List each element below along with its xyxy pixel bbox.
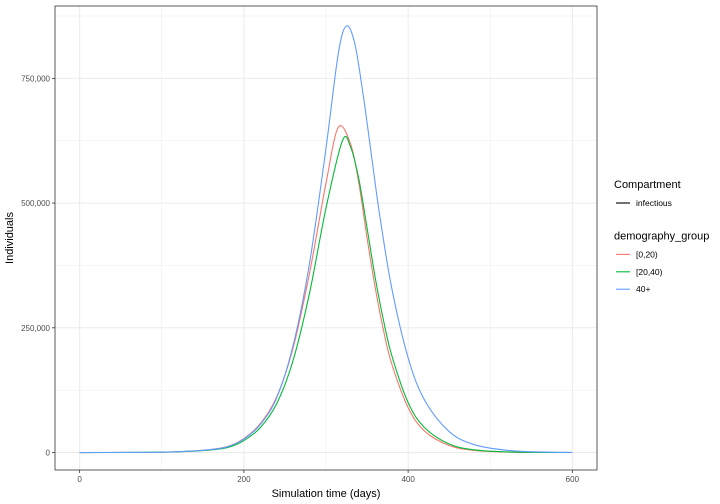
legend-title: demography_group xyxy=(614,230,709,242)
legend-label: [20,40) xyxy=(636,267,663,277)
x-tick-label: 600 xyxy=(566,475,580,484)
series-line xyxy=(79,135,573,454)
legend-label: [0,20) xyxy=(636,249,658,259)
series-layer xyxy=(79,25,573,454)
y-tick-label: 500,000 xyxy=(21,199,50,208)
y-tick-label: 250,000 xyxy=(21,324,50,333)
y-tick-label: 0 xyxy=(46,449,51,458)
x-tick-label: 400 xyxy=(401,475,415,484)
x-tick-label: 0 xyxy=(77,475,82,484)
legend-label: infectious xyxy=(636,198,672,208)
x-tick-label: 200 xyxy=(237,475,251,484)
x-axis: 0 200 400 600 xyxy=(77,470,580,484)
x-axis-title: Simulation time (days) xyxy=(272,488,381,500)
plot-panel-border xyxy=(54,5,598,471)
series-line xyxy=(79,25,573,454)
grid-minor xyxy=(55,6,597,470)
legend-label: 40+ xyxy=(636,284,650,294)
legend: Compartment infectious demography_group [0,… xyxy=(614,179,709,294)
y-tick-label: 750,000 xyxy=(21,74,50,83)
y-axis-title: Individuals xyxy=(4,212,16,264)
legend-title: Compartment xyxy=(614,179,681,191)
y-axis: 0 250,000 500,000 750,000 xyxy=(21,74,55,458)
